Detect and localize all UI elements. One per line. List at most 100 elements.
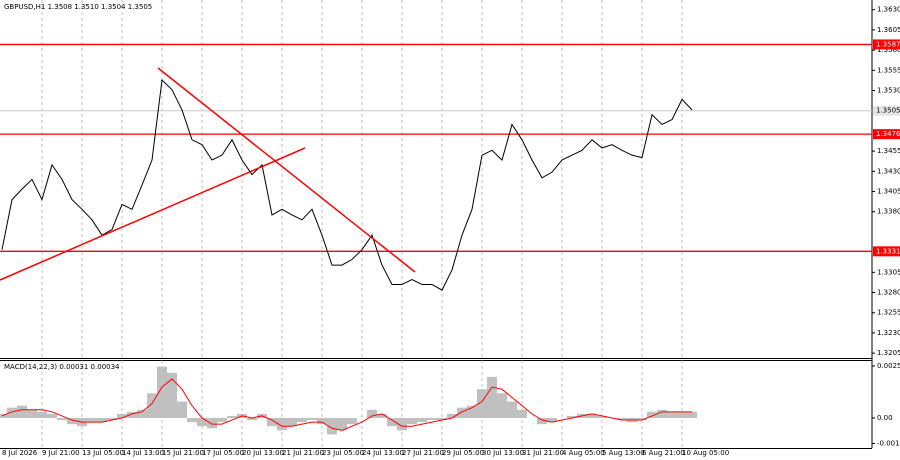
- data-layer: [0, 43, 872, 435]
- trend-line: [157, 67, 416, 273]
- macd-bar: [367, 409, 377, 418]
- y-tick-label: 1.3530: [877, 87, 900, 95]
- macd-bar: [677, 411, 687, 418]
- y-tick-label: 1.3380: [877, 208, 900, 216]
- macd-bar: [317, 417, 327, 425]
- macd-bar: [267, 417, 277, 427]
- chart-title: GBPUSD,H1 1.3508 1.3510 1.3504 1.3505: [4, 3, 152, 11]
- macd-bar: [127, 411, 137, 418]
- grid-layer: [0, 0, 872, 448]
- y-tick-label: 1.3255: [877, 309, 900, 317]
- y-tick-label: 0.00: [877, 414, 893, 422]
- macd-bar: [0, 413, 7, 418]
- macd-bar: [507, 401, 517, 418]
- macd-bar: [407, 417, 417, 425]
- current-price-box: [873, 105, 900, 116]
- x-tick-label: 15 Jul 21:00: [162, 449, 204, 457]
- macd-bar: [97, 417, 107, 423]
- macd-bar: [327, 417, 337, 435]
- signal-line: [1, 378, 692, 431]
- macd-bar: [177, 401, 187, 418]
- macd-bar: [217, 417, 227, 423]
- macd-bar: [397, 417, 407, 431]
- y-tick-label: 1.3405: [877, 188, 900, 196]
- macd-bar: [667, 411, 677, 418]
- y-tick-label: 1.3280: [877, 289, 900, 297]
- macd-bar: [7, 407, 17, 418]
- macd-bar: [47, 413, 57, 418]
- x-tick-label: 27 Jul 21:00: [402, 449, 444, 457]
- macd-bar: [117, 413, 127, 418]
- label-layer: 1.3630 1.3605 1.3580 1.3555 1.3530 1.3455 1.34…: [2, 6, 900, 457]
- macd-bar: [87, 417, 97, 423]
- macd-bar: [647, 411, 657, 418]
- level-label: 1.3476: [876, 130, 900, 138]
- macd-bar: [197, 417, 207, 427]
- macd-title: MACD(14,22,3) 0.00031 0.00034: [4, 363, 120, 371]
- level-box: [873, 129, 900, 140]
- y-tick-label: 0.00253: [877, 362, 900, 370]
- level-label: 1.3587: [876, 40, 900, 48]
- macd-bar: [537, 417, 547, 425]
- x-tick-label: 14 Jul 13:00: [122, 449, 164, 457]
- level-label: 1.3331: [876, 247, 900, 255]
- y-tick-label: 1.3305: [877, 268, 900, 276]
- macd-bar: [307, 417, 317, 421]
- macd-bar: [137, 409, 147, 418]
- y-tick-label: -0.00124: [877, 439, 900, 447]
- price-line: [1, 78, 693, 291]
- x-tick-label: 24 Jul 13:00: [362, 449, 404, 457]
- x-tick-label: 6 Aug 21:00: [642, 449, 685, 457]
- y-tick-label: 1.3580: [877, 46, 900, 54]
- macd-bar: [157, 366, 167, 418]
- x-tick-label: 29 Jul 05:00: [442, 449, 484, 457]
- x-tick-label: 5 Aug 13:00: [602, 449, 645, 457]
- x-tick-label: 17 Jul 05:00: [202, 449, 244, 457]
- macd-bar: [297, 417, 307, 423]
- macd-bar: [247, 417, 257, 421]
- y-tick-label: 1.3430: [877, 167, 900, 175]
- macd-bar: [37, 411, 47, 418]
- macd-bar: [517, 409, 527, 418]
- macd-bar: [497, 393, 507, 418]
- macd-bar: [597, 415, 607, 418]
- macd-bar: [487, 376, 497, 418]
- macd-bar: [637, 417, 647, 421]
- x-tick-label: 20 Jul 13:00: [242, 449, 284, 457]
- level-box: [873, 246, 900, 257]
- level-box: [873, 39, 900, 50]
- x-tick-label: 9 Jul 21:00: [42, 449, 80, 457]
- macd-bar: [467, 405, 477, 418]
- macd-bar: [437, 417, 447, 421]
- macd-bar: [277, 417, 287, 431]
- y-tick-label: 1.3455: [877, 147, 900, 155]
- macd-bar: [447, 413, 457, 418]
- y-tick-label: 1.3605: [877, 26, 900, 34]
- macd-bar: [477, 389, 487, 418]
- x-tick-label: 30 Jul 13:00: [482, 449, 524, 457]
- macd-bar: [427, 417, 437, 421]
- y-tick-label: 1.3630: [877, 6, 900, 14]
- macd-bar: [687, 411, 697, 418]
- macd-bar: [657, 409, 667, 418]
- x-tick-label: 23 Jul 05:00: [322, 449, 364, 457]
- macd-bar: [167, 372, 177, 418]
- macd-bar: [417, 417, 427, 423]
- trend-line: [0, 147, 306, 281]
- macd-bar: [147, 393, 157, 418]
- macd-bar: [547, 417, 557, 423]
- x-tick-label: 21 Jul 21:00: [282, 449, 324, 457]
- y-tick-label: 1.3205: [877, 349, 900, 357]
- macd-bar: [617, 417, 627, 421]
- macd-bar: [107, 417, 117, 421]
- macd-bar: [227, 415, 237, 418]
- macd-bar: [207, 417, 217, 429]
- y-tick-label: 1.3555: [877, 66, 900, 74]
- y-tick-label: 1.3230: [877, 329, 900, 337]
- x-tick-label: 13 Jul 05:00: [82, 449, 124, 457]
- current-price-label: 1.3505: [876, 107, 900, 115]
- macd-bar: [337, 417, 347, 431]
- x-tick-label: 8 Jul 2026: [2, 449, 38, 457]
- x-tick-label: 4 Aug 05:00: [562, 449, 605, 457]
